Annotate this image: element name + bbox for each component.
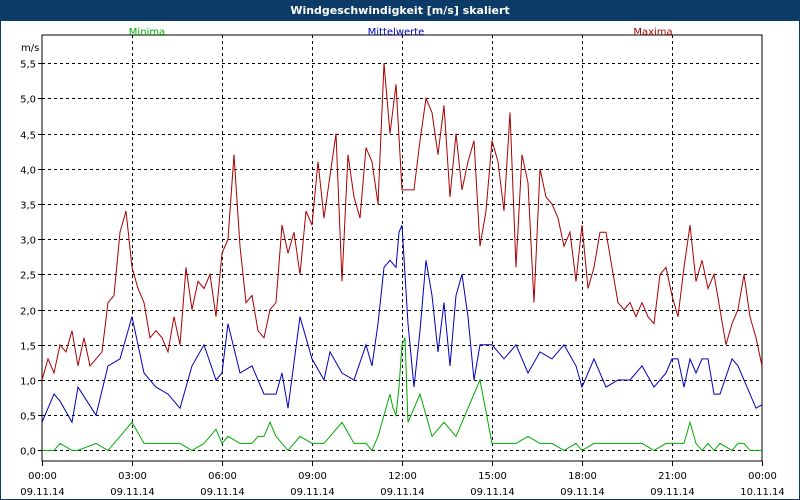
y-tick-label: 5,5 [20, 60, 36, 71]
series-mittelwerte-line [41, 224, 763, 424]
x-tick-label-time: 03:00 [118, 471, 147, 482]
legend: Minima Mittelwerte Maxima [129, 27, 673, 38]
x-tick-label-date: 09.11.14 [380, 487, 425, 498]
series-maxima-line [41, 63, 763, 381]
x-tick-label-date: 09.11.14 [560, 487, 605, 498]
grid [42, 35, 762, 461]
axes: 0,0 0,5 1,0 1,5 2,0 2,5 3,0 3,5 4,0 4,5 5,0 5,5 00:0… [20, 60, 785, 499]
legend-minima: Minima [129, 27, 165, 38]
x-tick-label-date: 09.11.14 [470, 487, 515, 498]
series-lines [41, 63, 763, 452]
series-minima-line [42, 337, 762, 452]
y-tick-label: 0,5 [20, 412, 36, 423]
y-axis-label: m/s [21, 43, 39, 54]
x-tick-label-date: 09.11.14 [650, 487, 695, 498]
x-tick-label-time: 12:00 [388, 471, 417, 482]
x-tick-label-date: 09.11.14 [290, 487, 335, 498]
y-tick-label: 1,5 [20, 342, 36, 353]
y-tick-label: 4,0 [20, 166, 36, 177]
y-tick-label: 1,0 [20, 377, 36, 388]
x-tick-label-date: 09.11.14 [200, 487, 245, 498]
x-tick-label-date: 10.11.14 [740, 487, 785, 498]
x-tick-label-time: 06:00 [208, 471, 237, 482]
x-tick-label-time: 00:00 [28, 471, 57, 482]
x-tick-label-time: 15:00 [478, 471, 507, 482]
x-tick-label-time: 00:00 [748, 471, 777, 482]
x-tick-label-time: 21:00 [658, 471, 687, 482]
legend-maxima: Maxima [633, 27, 672, 38]
y-tick-label: 0,0 [20, 447, 36, 458]
x-tick-label-time: 18:00 [568, 471, 597, 482]
y-tick-label: 3,5 [20, 201, 36, 212]
x-tick-label-date: 09.11.14 [110, 487, 155, 498]
x-tick-label-date: 09.11.14 [20, 487, 65, 498]
y-tick-label: 2,0 [20, 307, 36, 318]
y-tick-label: 2,5 [20, 271, 36, 282]
legend-mittelwerte: Mittelwerte [368, 27, 425, 38]
y-tick-label: 3,0 [20, 236, 36, 247]
chart-title: Windgeschwindigkeit [m/s] skaliert [1, 1, 799, 21]
y-tick-label: 4,5 [20, 131, 36, 142]
x-tick-label-time: 09:00 [298, 471, 327, 482]
y-tick-label: 5,0 [20, 95, 36, 106]
